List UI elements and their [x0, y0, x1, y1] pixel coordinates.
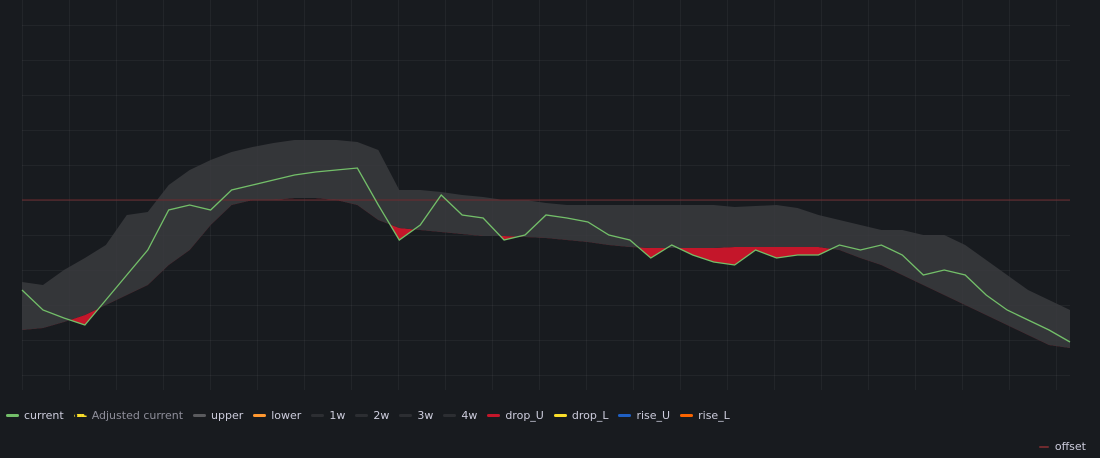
drop-area: [22, 198, 1070, 348]
legend-swatch: [73, 414, 87, 417]
legend-swatch: [1038, 445, 1049, 448]
legend-swatch: [553, 414, 567, 417]
legend-label: rise_L: [698, 409, 730, 422]
legend-item[interactable]: upper: [193, 409, 243, 422]
legend-item[interactable]: drop_U: [487, 409, 544, 422]
current-line: [21, 167, 1071, 343]
legend-swatch: [6, 414, 19, 417]
legend-label: 4w: [461, 409, 478, 422]
legend-label: Adjusted current: [91, 409, 184, 422]
legend-label: rise_U: [636, 409, 671, 422]
legend-item[interactable]: rise_L: [680, 409, 730, 422]
legend-label: 3w: [417, 409, 434, 422]
legend-item[interactable]: 2w: [355, 409, 389, 422]
legend-swatch: [618, 414, 632, 417]
legend-label: offset: [1054, 440, 1086, 453]
chart: [21, 140, 1071, 348]
legend-label: 2w: [373, 409, 390, 422]
legend-label: lower: [271, 409, 302, 422]
legend-swatch: [355, 414, 369, 417]
legend-swatch: [680, 414, 694, 417]
legend-label: upper: [211, 409, 244, 422]
legend-label: 1w: [329, 409, 346, 422]
band-area: [22, 140, 1070, 348]
legend-swatch: [399, 414, 413, 417]
legend-swatch: [193, 414, 207, 417]
legend-item[interactable]: Adjusted current: [73, 409, 184, 422]
legend-item[interactable]: rise_U: [618, 409, 670, 422]
legend-item[interactable]: 4w: [443, 409, 477, 422]
legend-item[interactable]: current: [6, 409, 64, 422]
legend-item[interactable]: 1w: [311, 409, 345, 422]
legend-label: drop_U: [505, 409, 544, 422]
legend: current Adjusted current upper lower 1w 2w 3w 4…: [6, 409, 730, 422]
legend-swatch: [311, 414, 325, 417]
legend-item[interactable]: drop_L: [553, 409, 609, 422]
legend-swatch: [253, 414, 267, 417]
legend-label: drop_L: [571, 409, 609, 422]
legend-label: current: [24, 409, 64, 422]
legend-swatch: [443, 414, 457, 417]
legend-swatch: [487, 414, 501, 417]
legend-item[interactable]: 3w: [399, 409, 433, 422]
legend-item[interactable]: lower: [253, 409, 301, 422]
offset-legend[interactable]: offset: [1038, 440, 1086, 453]
